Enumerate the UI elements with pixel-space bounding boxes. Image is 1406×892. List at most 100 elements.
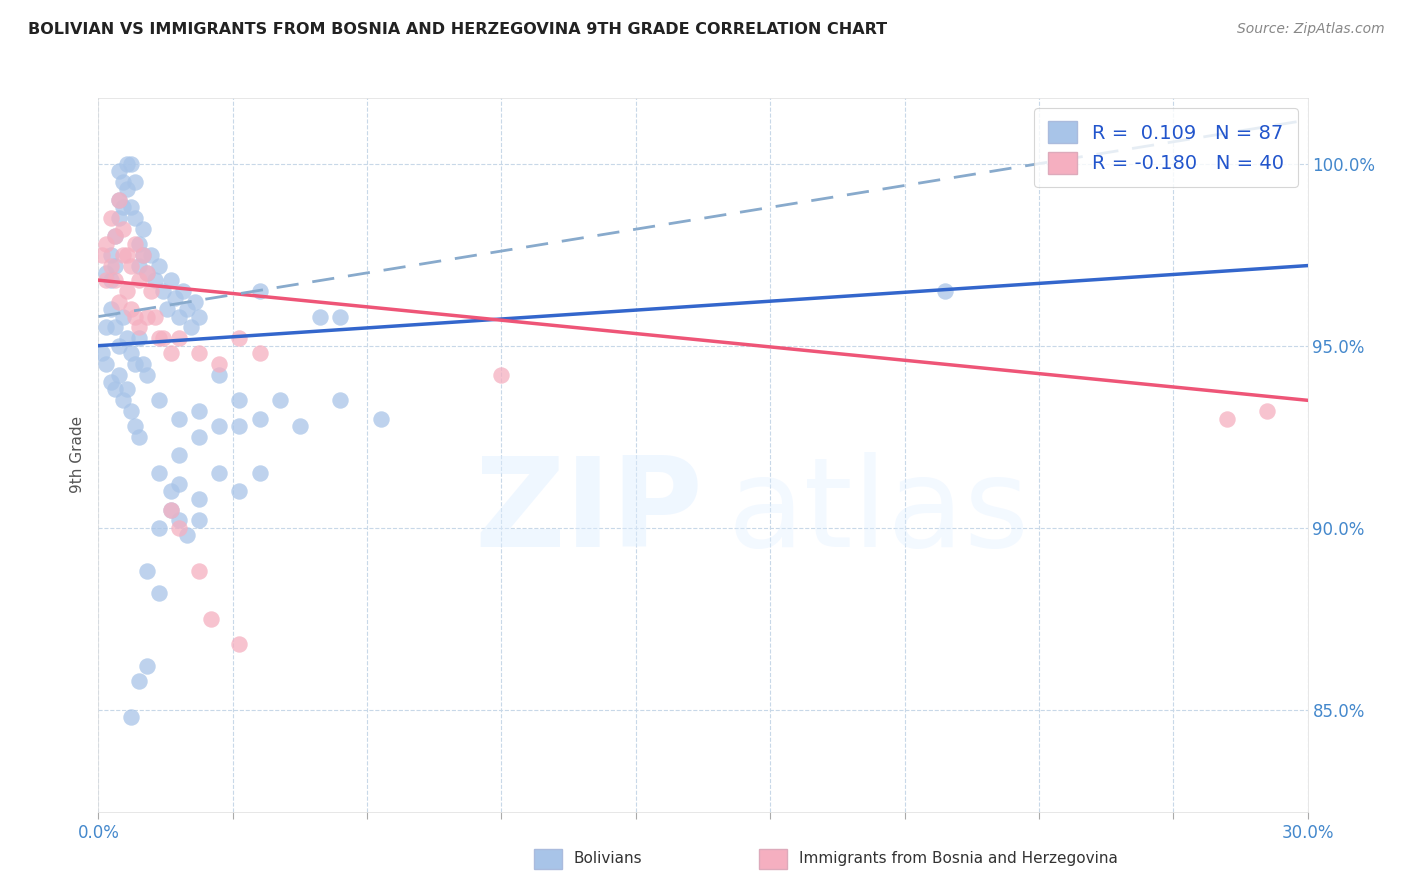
Point — [139, 284, 162, 298]
Point — [188, 430, 211, 444]
Point — [160, 484, 183, 499]
Point — [115, 156, 138, 170]
Point — [103, 229, 125, 244]
Point — [107, 193, 129, 207]
Point — [167, 331, 190, 345]
Point — [128, 430, 150, 444]
Point — [188, 491, 211, 506]
Point — [135, 368, 157, 382]
Point — [228, 637, 250, 651]
Point — [107, 193, 129, 207]
Point — [135, 659, 157, 673]
Point — [103, 259, 125, 273]
Point — [96, 273, 118, 287]
Point — [160, 346, 183, 360]
Point — [132, 357, 155, 371]
Bar — [534, 849, 562, 869]
Point — [132, 248, 155, 262]
Point — [160, 273, 183, 287]
Point — [167, 513, 190, 527]
Point — [120, 346, 142, 360]
Point — [249, 284, 271, 298]
Point — [148, 393, 170, 408]
Point — [148, 521, 170, 535]
Point — [132, 222, 155, 236]
Point — [128, 273, 150, 287]
Point — [124, 175, 146, 189]
Point — [491, 368, 513, 382]
Point — [115, 248, 138, 262]
Point — [188, 346, 211, 360]
Point — [934, 284, 956, 298]
Point — [160, 502, 183, 516]
Text: ZIP: ZIP — [474, 451, 703, 573]
Point — [176, 302, 198, 317]
Point — [184, 295, 207, 310]
Text: atlas: atlas — [727, 451, 1029, 573]
Point — [329, 393, 352, 408]
Point — [160, 502, 183, 516]
Point — [128, 259, 150, 273]
Point — [156, 302, 179, 317]
Point — [103, 229, 125, 244]
Point — [100, 375, 122, 389]
Point — [96, 357, 118, 371]
Point — [135, 310, 157, 324]
Point — [148, 586, 170, 600]
Point — [115, 383, 138, 397]
Point — [128, 236, 150, 251]
Point — [111, 222, 134, 236]
Point — [1216, 411, 1239, 425]
Point — [180, 320, 202, 334]
Point — [124, 211, 146, 226]
Point — [120, 200, 142, 214]
Point — [107, 164, 129, 178]
Point — [176, 528, 198, 542]
Point — [107, 295, 129, 310]
Point — [167, 477, 190, 491]
Point — [188, 565, 211, 579]
Point — [115, 284, 138, 298]
Y-axis label: 9th Grade: 9th Grade — [70, 417, 86, 493]
Point — [135, 266, 157, 280]
Text: Immigrants from Bosnia and Herzegovina: Immigrants from Bosnia and Herzegovina — [799, 852, 1118, 866]
Point — [124, 418, 146, 433]
Point — [288, 418, 311, 433]
Point — [103, 383, 125, 397]
Point — [120, 259, 142, 273]
Point — [100, 259, 122, 273]
Point — [167, 448, 190, 462]
Point — [111, 310, 134, 324]
Point — [309, 310, 332, 324]
Point — [107, 211, 129, 226]
Point — [163, 291, 186, 305]
Point — [269, 393, 291, 408]
Point — [167, 521, 190, 535]
Point — [124, 310, 146, 324]
Point — [100, 248, 122, 262]
Point — [135, 565, 157, 579]
Point — [188, 513, 211, 527]
Point — [100, 273, 122, 287]
Point — [96, 266, 118, 280]
Point — [249, 346, 271, 360]
Point — [1256, 404, 1278, 418]
Point — [107, 339, 129, 353]
Point — [115, 182, 138, 196]
Point — [128, 320, 150, 334]
Point — [124, 236, 146, 251]
Point — [111, 248, 134, 262]
Point — [96, 236, 118, 251]
Point — [132, 248, 155, 262]
Point — [111, 200, 134, 214]
Legend: R =  0.109   N = 87, R = -0.180   N = 40: R = 0.109 N = 87, R = -0.180 N = 40 — [1033, 108, 1298, 187]
Point — [111, 393, 134, 408]
Point — [103, 273, 125, 287]
Point — [111, 175, 134, 189]
Point — [128, 331, 150, 345]
Point — [148, 466, 170, 480]
Point — [91, 248, 114, 262]
Point — [148, 331, 170, 345]
Point — [249, 411, 271, 425]
Point — [135, 266, 157, 280]
